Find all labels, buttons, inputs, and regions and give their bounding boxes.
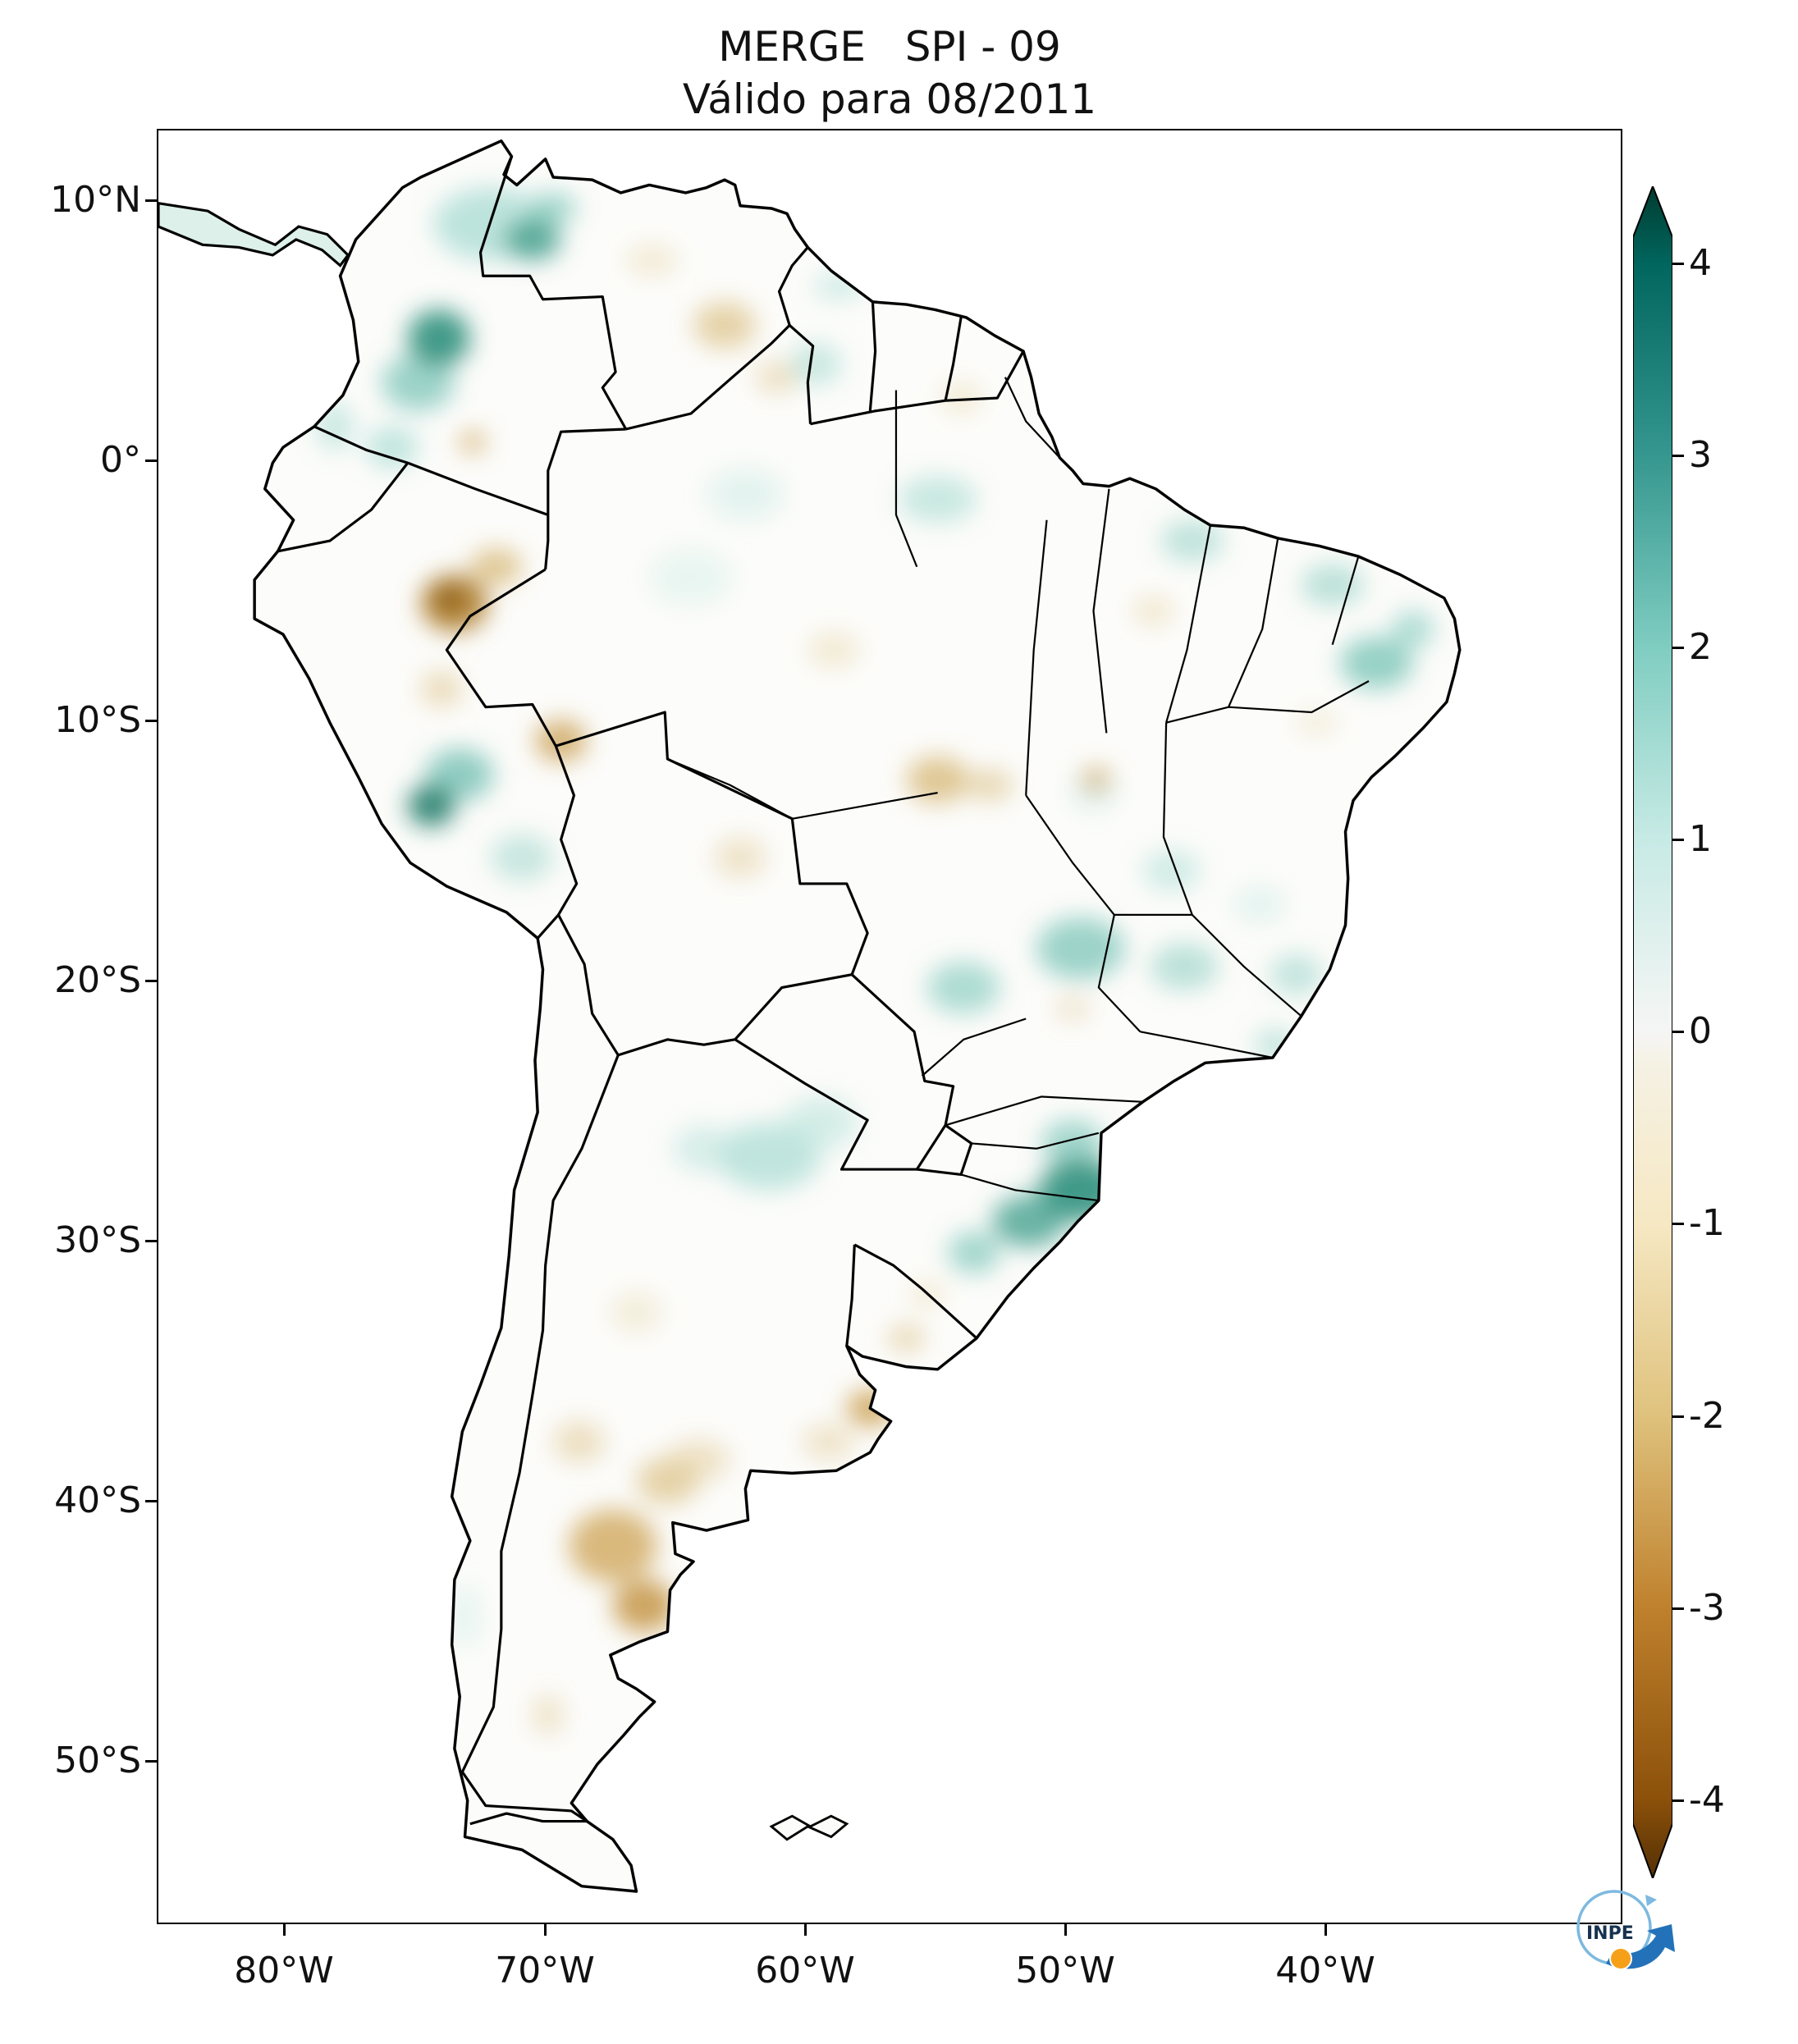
plot-title: MERGE SPI - 09	[718, 23, 1061, 71]
x-tick-label: 70°W	[495, 1950, 595, 1991]
x-tick-label: 60°W	[755, 1950, 855, 1991]
y-tick-mark	[145, 199, 157, 202]
falkland-islands	[769, 1814, 849, 1841]
continent-base	[254, 140, 1460, 1892]
y-tick-mark	[145, 980, 157, 982]
colorbar-tick-mark	[1672, 1799, 1684, 1802]
colorbar-tick-mark	[1672, 1031, 1684, 1033]
y-tick-label: 10°S	[54, 699, 141, 741]
map-plot-area: INPE	[157, 129, 1675, 1970]
x-tick-label: 50°W	[1015, 1950, 1115, 1991]
colorbar-tick-label: 2	[1689, 626, 1712, 668]
colorbar-tick-label: -3	[1689, 1587, 1725, 1629]
y-tick-label: 40°S	[54, 1479, 141, 1521]
y-tick-label: 20°S	[54, 959, 141, 1001]
y-tick-label: 30°S	[54, 1219, 141, 1261]
inpe-logo-graphic: INPE	[1576, 1890, 1675, 1970]
y-tick-mark	[145, 1240, 157, 1242]
colorbar-tick-mark	[1672, 1415, 1684, 1418]
colorbar-gradient	[1632, 184, 1673, 1881]
colorbar-tick-mark	[1672, 647, 1684, 649]
spi-anomaly-field	[317, 187, 1434, 1736]
x-tick-label: 40°W	[1275, 1950, 1375, 1991]
colorbar-tick-label: -4	[1689, 1779, 1725, 1821]
x-tick-mark	[283, 1924, 286, 1936]
coastline	[253, 139, 1462, 1893]
colorbar-tick-mark	[1672, 1223, 1684, 1225]
x-tick-mark	[1324, 1924, 1327, 1936]
y-tick-mark	[145, 720, 157, 722]
x-tick-label: 80°W	[234, 1950, 334, 1991]
colorbar-tick-mark	[1672, 1607, 1684, 1610]
colorbar-tick-label: -1	[1689, 1202, 1725, 1244]
y-tick-mark	[145, 1500, 157, 1502]
logo-text: INPE	[1586, 1923, 1634, 1944]
y-tick-label: 0°	[100, 439, 141, 481]
y-tick-label: 10°N	[50, 179, 141, 221]
logo-orange-globe	[1609, 1947, 1632, 1970]
inpe-logo: INPE	[1563, 1878, 1693, 1982]
y-tick-mark	[145, 1760, 157, 1763]
south-america-spi-map	[158, 139, 1462, 1893]
colorbar-tick-label: 3	[1689, 434, 1712, 476]
x-tick-mark	[544, 1924, 547, 1936]
colorbar-tick-label: 0	[1689, 1010, 1712, 1052]
y-tick-label: 50°S	[54, 1740, 141, 1781]
colorbar	[1632, 184, 1673, 1881]
colorbar-tick-mark	[1672, 263, 1684, 265]
plot-subtitle: Válido para 08/2011	[682, 75, 1097, 123]
y-tick-mark	[145, 460, 157, 462]
x-tick-mark	[1064, 1924, 1067, 1936]
logo-orbit-arrowhead	[1645, 1895, 1657, 1906]
brazil-state-borders	[666, 377, 1370, 1202]
colorbar-tick-label: -2	[1689, 1395, 1725, 1437]
country-borders	[277, 156, 1025, 1826]
colorbar-tick-mark	[1672, 839, 1684, 841]
x-tick-mark	[804, 1924, 807, 1936]
colorbar-tick-mark	[1672, 455, 1684, 457]
colorbar-tick-label: 1	[1689, 818, 1712, 860]
colorbar-tick-label: 4	[1689, 242, 1712, 284]
panama-coast	[158, 202, 350, 268]
